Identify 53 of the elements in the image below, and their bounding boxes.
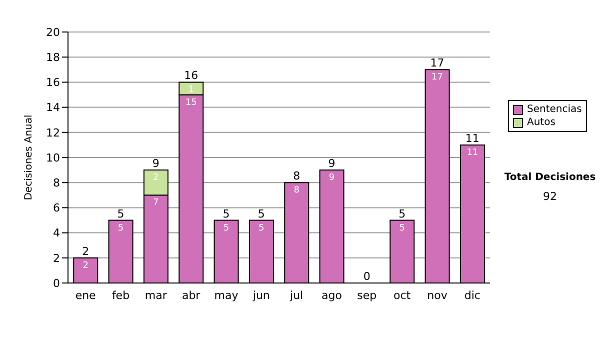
x-tick-label: feb (112, 288, 130, 302)
x-tick-label: oct (394, 288, 412, 302)
total-label: 9 (152, 157, 160, 170)
x-tick-label: sep (357, 288, 377, 302)
y-tick-label: 18 (46, 51, 60, 64)
data-label: 2 (153, 173, 159, 184)
x-tick-label: jul (289, 288, 304, 302)
x-tick-label: mar (144, 288, 168, 302)
y-tick-label: 14 (46, 101, 60, 114)
legend-label: Autos (527, 116, 556, 129)
total-label: 16 (184, 69, 198, 82)
x-tick-label: abr (182, 288, 201, 302)
data-label: 2 (82, 260, 88, 271)
data-label: 15 (185, 98, 197, 108)
total-label: 5 (398, 207, 406, 220)
total-label: 11 (465, 132, 480, 145)
x-tick-label: jun (252, 288, 270, 302)
total-label: 9 (328, 157, 336, 170)
data-label: 1 (188, 85, 194, 96)
total-label: 5 (117, 207, 124, 220)
y-tick-label: 10 (46, 151, 60, 164)
data-label: 9 (328, 173, 335, 184)
x-tick-label: may (214, 288, 239, 302)
total-label: 0 (363, 270, 370, 283)
x-tick-label: dic (464, 288, 480, 302)
total-label: 5 (258, 207, 265, 220)
data-label: 5 (223, 223, 230, 234)
data-label: 5 (399, 223, 405, 234)
y-tick-label: 12 (46, 126, 60, 140)
data-label: 11 (466, 148, 478, 158)
data-label: 8 (294, 186, 300, 196)
text: Total Decisiones (503, 172, 597, 183)
total-label: 5 (222, 207, 230, 220)
x-tick-label: ene (75, 288, 96, 302)
data-label: 5 (258, 223, 264, 234)
text: 92 (542, 190, 558, 203)
data-label: 17 (432, 72, 443, 83)
y-axis-title: Decisiones Anual (24, 114, 35, 200)
y-tick-label: 2 (53, 252, 60, 265)
y-tick-label: 0 (53, 276, 60, 290)
y-tick-label: 6 (53, 202, 60, 215)
total-label: 17 (430, 56, 444, 70)
data-label: 5 (118, 223, 124, 234)
x-tick-label: nov (427, 288, 448, 302)
y-tick-label: 8 (53, 176, 60, 190)
data-label: 7 (153, 198, 159, 208)
total-label: 2 (82, 244, 90, 258)
y-tick-label: 4 (53, 226, 60, 240)
legend-label: Sentencias (527, 103, 582, 116)
y-tick-label: 20 (46, 26, 60, 39)
y-tick-label: 16 (46, 76, 60, 90)
total-label: 8 (293, 170, 300, 183)
x-tick-label: ago (322, 288, 342, 302)
